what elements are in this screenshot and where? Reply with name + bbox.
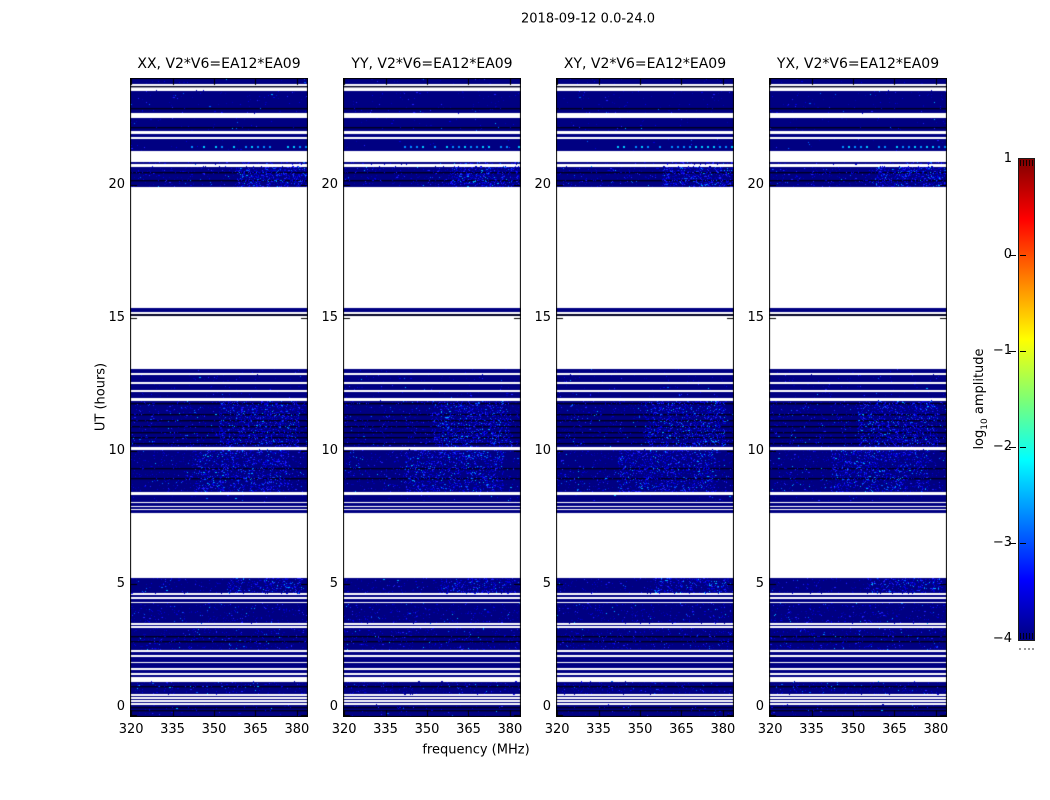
x-tick-label: 350 [414,722,440,737]
colorbar-tick [1020,543,1026,544]
panel-xy: XY, V2*V6=EA12*EA09 0 5 10 15 20 320 335 350 365 3… [534,56,735,737]
y-tick-label: 10 [747,442,764,458]
y-tick-label: 10 [534,442,551,458]
x-tick-label: 350 [627,722,653,737]
y-tick-label: 15 [321,309,338,325]
y-tick-label: 0 [755,699,764,714]
colorbar-tick [1009,351,1016,352]
x-tick-label: 320 [331,722,357,737]
colorbar-dotted-edge [1019,648,1034,650]
y-axis-label: UT (hours) [93,362,109,432]
colorbar-tick [1009,447,1016,448]
x-tick-label: 335 [373,722,398,737]
colorbar-tick [1020,255,1026,256]
x-tick-label: 335 [160,722,185,737]
y-tick-label: 15 [534,309,551,325]
x-tick-label: 365 [882,722,907,737]
x-tick-label: 365 [243,722,268,737]
panel-yx: YX, V2*V6=EA12*EA09 0 5 10 15 20 320 335 350 365 3… [747,56,948,737]
panel-title: XY, V2*V6=EA12*EA09 [563,56,727,72]
x-tick-label: 350 [201,722,227,737]
colorbar-tick [1020,351,1026,352]
colorbar-label-sub: 10 [979,418,990,430]
x-tick-label: 380 [284,722,310,737]
figure-title: 2018-09-12 0.0-24.0 [521,11,655,27]
x-tick-label: 320 [118,722,144,737]
colorbar-tick-label: −3 [992,535,1012,550]
heatmap-canvas [769,78,947,717]
colorbar-tick-label: −2 [992,439,1012,454]
panel-xx: XX, V2*V6=EA12*EA09 0 5 10 15 20 320 335 350 365 3… [108,56,309,737]
y-tick-label: 5 [755,575,764,591]
x-tick-label: 380 [923,722,949,737]
y-tick-label: 20 [534,176,551,192]
y-tick-label: 20 [747,176,764,192]
colorbar-tick-label: 0 [1003,247,1012,262]
x-tick-label: 335 [799,722,824,737]
y-tick-label: 5 [116,575,125,591]
x-tick-label: 335 [586,722,611,737]
y-tick-label: 10 [108,442,125,458]
colorbar-tick [1020,447,1026,448]
x-tick-label: 365 [456,722,481,737]
y-tick-label: 15 [108,309,125,325]
colorbar [1018,158,1035,641]
y-tick-label: 0 [329,699,338,714]
heatmap-canvas [130,78,308,717]
x-axis-label: frequency (MHz) [422,742,530,758]
panel-title: YY, V2*V6=EA12*EA09 [351,56,513,72]
x-tick-label: 320 [544,722,570,737]
panel-title: XX, V2*V6=EA12*EA09 [137,56,301,72]
y-tick-label: 10 [321,442,338,458]
colorbar-tick-label: −1 [992,343,1012,358]
x-tick-label: 320 [757,722,783,737]
x-tick-label: 365 [669,722,694,737]
y-tick-label: 5 [542,575,551,591]
colorbar-tick-label: 1 [1003,151,1012,166]
y-tick-label: 20 [108,176,125,192]
panel-yy: YY, V2*V6=EA12*EA09 0 5 10 15 20 320 335 350 365 3… [321,56,522,737]
y-tick-label: 20 [321,176,338,192]
panel-title: YX, V2*V6=EA12*EA09 [776,56,940,72]
colorbar-tick-label: −4 [992,631,1012,646]
x-tick-label: 380 [497,722,523,737]
y-tick-label: 15 [747,309,764,325]
x-tick-label: 380 [710,722,736,737]
heatmap-canvas [343,78,521,717]
colorbar-gradient [1019,159,1034,640]
colorbar-tick [1009,255,1016,256]
heatmap-canvas [556,78,734,717]
y-tick-label: 0 [116,699,125,714]
x-tick-label: 350 [840,722,866,737]
colorbar-label: log10 amplitude [972,348,990,449]
colorbar-tick [1009,543,1016,544]
colorbar-hatch-top [1020,160,1033,166]
y-tick-label: 5 [329,575,338,591]
colorbar-hatch-bottom [1020,633,1033,639]
y-tick-label: 0 [542,699,551,714]
